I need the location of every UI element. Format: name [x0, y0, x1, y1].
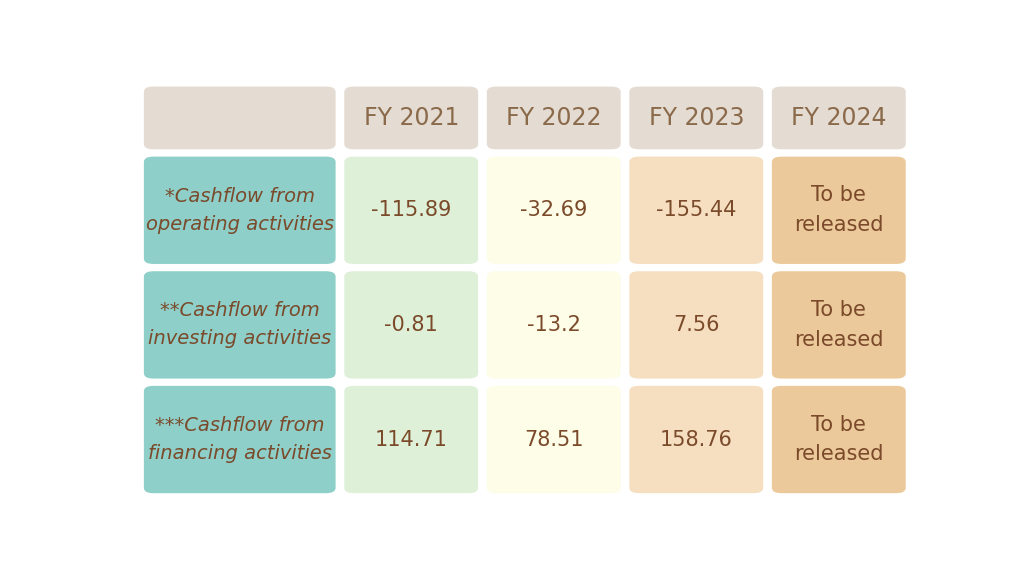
- FancyBboxPatch shape: [772, 272, 906, 379]
- Text: FY 2023: FY 2023: [648, 106, 744, 130]
- Text: To be
released: To be released: [794, 300, 884, 350]
- Text: ***Cashflow from
financing activities: ***Cashflow from financing activities: [147, 416, 332, 463]
- Text: 7.56: 7.56: [673, 315, 720, 335]
- FancyBboxPatch shape: [344, 272, 478, 379]
- Text: -115.89: -115.89: [371, 200, 452, 220]
- Text: FY 2024: FY 2024: [792, 106, 887, 130]
- FancyBboxPatch shape: [143, 386, 336, 493]
- Text: To be
released: To be released: [794, 415, 884, 464]
- FancyBboxPatch shape: [486, 87, 621, 149]
- FancyBboxPatch shape: [486, 386, 621, 493]
- FancyBboxPatch shape: [630, 272, 763, 379]
- FancyBboxPatch shape: [630, 386, 763, 493]
- FancyBboxPatch shape: [143, 157, 336, 264]
- Text: **Cashflow from
investing activities: **Cashflow from investing activities: [148, 301, 332, 348]
- Text: 114.71: 114.71: [375, 429, 447, 449]
- FancyBboxPatch shape: [344, 386, 478, 493]
- FancyBboxPatch shape: [486, 157, 621, 264]
- FancyBboxPatch shape: [344, 157, 478, 264]
- Text: 158.76: 158.76: [659, 429, 733, 449]
- Text: -0.81: -0.81: [384, 315, 438, 335]
- FancyBboxPatch shape: [143, 272, 336, 379]
- Text: -13.2: -13.2: [526, 315, 581, 335]
- FancyBboxPatch shape: [486, 272, 621, 379]
- Text: -155.44: -155.44: [656, 200, 736, 220]
- Text: FY 2022: FY 2022: [506, 106, 601, 130]
- FancyBboxPatch shape: [772, 157, 906, 264]
- FancyBboxPatch shape: [344, 87, 478, 149]
- Text: -32.69: -32.69: [520, 200, 588, 220]
- FancyBboxPatch shape: [772, 87, 906, 149]
- Text: *Cashflow from
operating activities: *Cashflow from operating activities: [145, 187, 334, 234]
- Text: FY 2021: FY 2021: [364, 106, 459, 130]
- FancyBboxPatch shape: [630, 87, 763, 149]
- FancyBboxPatch shape: [143, 87, 336, 149]
- FancyBboxPatch shape: [772, 386, 906, 493]
- Text: 78.51: 78.51: [524, 429, 584, 449]
- FancyBboxPatch shape: [630, 157, 763, 264]
- Text: To be
released: To be released: [794, 185, 884, 235]
